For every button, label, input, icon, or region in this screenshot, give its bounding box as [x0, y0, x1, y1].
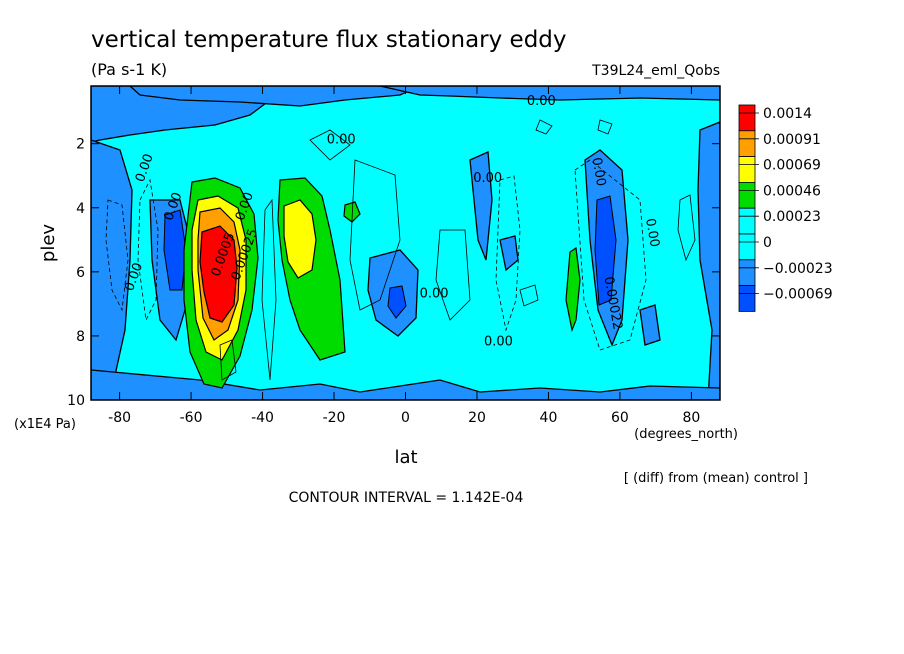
y-axis: 2 4 6 8 10 [67, 137, 720, 409]
contour-label: 0.00 [588, 156, 608, 187]
run-label: T39L24_eml_Qobs [591, 63, 720, 79]
x-tick-label: -40 [251, 410, 274, 426]
y-tick-label: 8 [76, 329, 85, 345]
diff-note: [ (diff) from (mean) control ] [624, 471, 808, 486]
legend-swatch [738, 104, 756, 132]
legend-label: 0.00023 [763, 209, 821, 225]
units-label: (Pa s-1 K) [91, 60, 167, 79]
contour-field: 0.000.000.000.00 0.000.000.00 0.000.000.00… [91, 86, 720, 400]
legend-label: −0.00069 [763, 287, 833, 303]
legend-swatch [738, 285, 756, 312]
y-tick-label: 2 [76, 137, 85, 153]
legend-label: 0.0014 [763, 106, 812, 122]
legend-label: 0.00046 [763, 183, 821, 199]
contour-label: 0.00 [642, 217, 662, 248]
legend-swatch [738, 259, 756, 286]
contour-label: 0.00 [484, 335, 513, 350]
strong-negative-regions [163, 195, 617, 319]
y-tick-label: 4 [76, 201, 85, 217]
contour-interval-label: CONTOUR INTERVAL = 1.142E-04 [289, 490, 524, 506]
x-tick-label: 0 [401, 410, 410, 426]
legend-label: 0 [763, 235, 772, 251]
x-tick-label: -60 [180, 410, 203, 426]
legend-swatch [738, 181, 756, 209]
contour-label: 0.00 [527, 94, 556, 109]
x-tick-label: -20 [323, 410, 346, 426]
legend-swatch [738, 130, 756, 158]
x-units-label: (degrees_north) [634, 427, 738, 442]
contour-label: 0.00 [473, 171, 502, 186]
contour-label: 0.00 [327, 133, 356, 148]
positive-regions [183, 177, 581, 389]
x-tick-label: -80 [108, 410, 131, 426]
y-tick-label: 6 [76, 265, 85, 281]
legend-label: 0.00091 [763, 132, 821, 148]
color-legend: 0.0014 0.00091 0.00069 0.00046 0.00023 0 −0.00… [738, 104, 833, 312]
y-axis-title: plev [38, 224, 59, 263]
contour-lines [105, 119, 696, 381]
legend-label: 0.00069 [763, 158, 821, 174]
legend-swatch [738, 207, 756, 235]
x-axis: -80 -60 -40 -20 0 20 40 60 80 [108, 86, 700, 426]
legend-label: −0.00023 [763, 261, 833, 277]
x-tick-label: 20 [468, 410, 486, 426]
contour-label: 0.00 [420, 286, 449, 301]
y-tick-label: 10 [67, 393, 85, 409]
legend-swatch [738, 233, 756, 261]
chart-title: vertical temperature flux stationary edd… [91, 27, 567, 53]
x-tick-label: 60 [611, 410, 629, 426]
y-units-label: (x1E4 Pa) [14, 417, 76, 432]
legend-swatch [738, 156, 756, 183]
x-tick-label: 40 [540, 410, 558, 426]
x-tick-label: 80 [682, 410, 700, 426]
x-axis-title: lat [394, 447, 417, 468]
